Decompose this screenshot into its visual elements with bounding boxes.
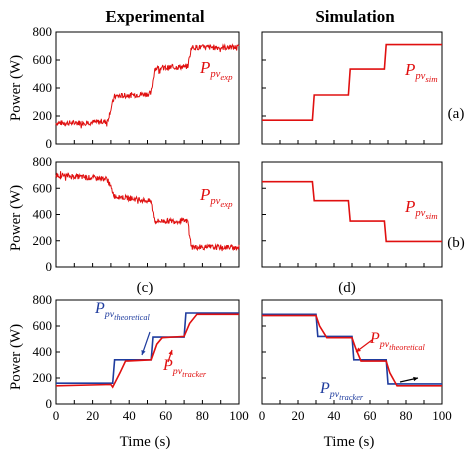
label-subsub: tracker (339, 393, 364, 402)
y-tick-label: 400 (33, 80, 53, 95)
y-tick-label: 400 (33, 207, 53, 222)
y-tick-label: 0 (46, 136, 53, 151)
y-tick-label: 800 (33, 24, 53, 39)
label-sub: pv (104, 309, 115, 320)
xlabel-right: Time (s) (324, 434, 375, 450)
x-tick-label: 40 (328, 408, 341, 423)
ylabel-row1: Power (W) (8, 55, 24, 121)
y-tick-label: 800 (33, 154, 53, 169)
y-tick-label: 200 (33, 370, 53, 385)
panel-tag-b: (b) (447, 235, 465, 251)
label-main: P (199, 185, 210, 204)
y-tick-label: 600 (33, 318, 53, 333)
label-subsub: sim (425, 211, 437, 221)
panel-tag-c: (c) (137, 280, 154, 296)
label-subsub: theoretical (114, 313, 150, 322)
x-tick-label: 20 (86, 408, 99, 423)
x-tick-label: 60 (364, 408, 377, 423)
series-label: Ppvsim (404, 60, 438, 84)
y-tick-label: 0 (46, 396, 53, 411)
panel-tag-d: (d) (338, 280, 356, 296)
panel-sim-a: Ppvsim (261, 31, 443, 145)
y-tick-label: 800 (33, 292, 53, 307)
y-tick-label: 600 (33, 52, 53, 67)
y-tick-label: 200 (33, 233, 53, 248)
y-tick-label: 200 (33, 108, 53, 123)
x-tick-label: 0 (259, 408, 266, 423)
y-tick-label: 600 (33, 180, 53, 195)
label-subsub: exp (220, 72, 233, 82)
series-line-pv (55, 171, 240, 252)
ylabel-row3: Power (W) (8, 324, 24, 390)
series-line-pv (262, 43, 442, 121)
label-subsub: theoretical (389, 343, 425, 352)
label-main: P (404, 197, 415, 216)
label-subsub: tracker (182, 370, 207, 379)
series-label: Ppvtheoretical (369, 330, 426, 352)
series-label: Ppvexp (199, 185, 233, 209)
annotation-arrowhead (356, 347, 361, 352)
x-tick-label: 80 (196, 408, 209, 423)
axes-frame (55, 31, 240, 145)
label-subsub: exp (220, 199, 233, 209)
label-sub: pv (414, 71, 425, 82)
label-sub: pv (209, 69, 220, 80)
series-line-pv (262, 180, 442, 243)
axes-frame (261, 31, 443, 145)
series-label: Ppvtheoretical (94, 300, 151, 322)
label-subsub: sim (425, 74, 437, 84)
y-tick-label: 400 (33, 344, 53, 359)
title-experimental: Experimental (105, 7, 204, 26)
title-simulation: Simulation (315, 7, 395, 26)
xlabel-left: Time (s) (120, 434, 171, 450)
y-tick-label: 0 (46, 259, 53, 274)
label-main: P (319, 380, 330, 397)
x-tick-label: 100 (229, 408, 249, 423)
series-line-tracker (55, 313, 239, 389)
series-label: Ppvtracker (162, 357, 207, 379)
series-line-theoretical (56, 312, 239, 384)
label-main: P (94, 300, 105, 317)
label-sub: pv (172, 366, 183, 377)
x-tick-label: 40 (123, 408, 136, 423)
series-label: Ppvsim (404, 197, 438, 221)
panel-exp-b: 0 200 400 600 800 Ppvexp (33, 154, 240, 274)
label-main: P (404, 60, 415, 79)
label-sub: pv (379, 339, 390, 350)
series-line-pv (55, 43, 240, 129)
label-main: P (199, 58, 210, 77)
panel-exp-a: 0 200 400 600 800 Ppvexp (33, 24, 240, 151)
x-tick-label: 0 (53, 408, 60, 423)
annotation-arrowhead (413, 376, 418, 382)
label-sub: pv (329, 389, 340, 400)
x-tick-label: 20 (292, 408, 305, 423)
series-label: Ppvexp (199, 58, 233, 82)
x-tick-label: 60 (159, 408, 172, 423)
series-label: Ppvtracker (319, 380, 364, 402)
label-sub: pv (414, 208, 425, 219)
panel-sim-b: Ppvsim (261, 161, 443, 268)
x-tick-label: 100 (432, 408, 452, 423)
label-main: P (369, 330, 380, 347)
annotation-arrowhead (141, 350, 146, 355)
series-line-tracker (262, 314, 442, 387)
panel-tag-a: (a) (448, 106, 465, 122)
ylabel-row2: Power (W) (8, 185, 24, 251)
annotation-arrowhead (168, 350, 173, 355)
x-tick-label: 80 (400, 408, 413, 423)
label-main: P (162, 357, 173, 374)
label-sub: pv (209, 196, 220, 207)
